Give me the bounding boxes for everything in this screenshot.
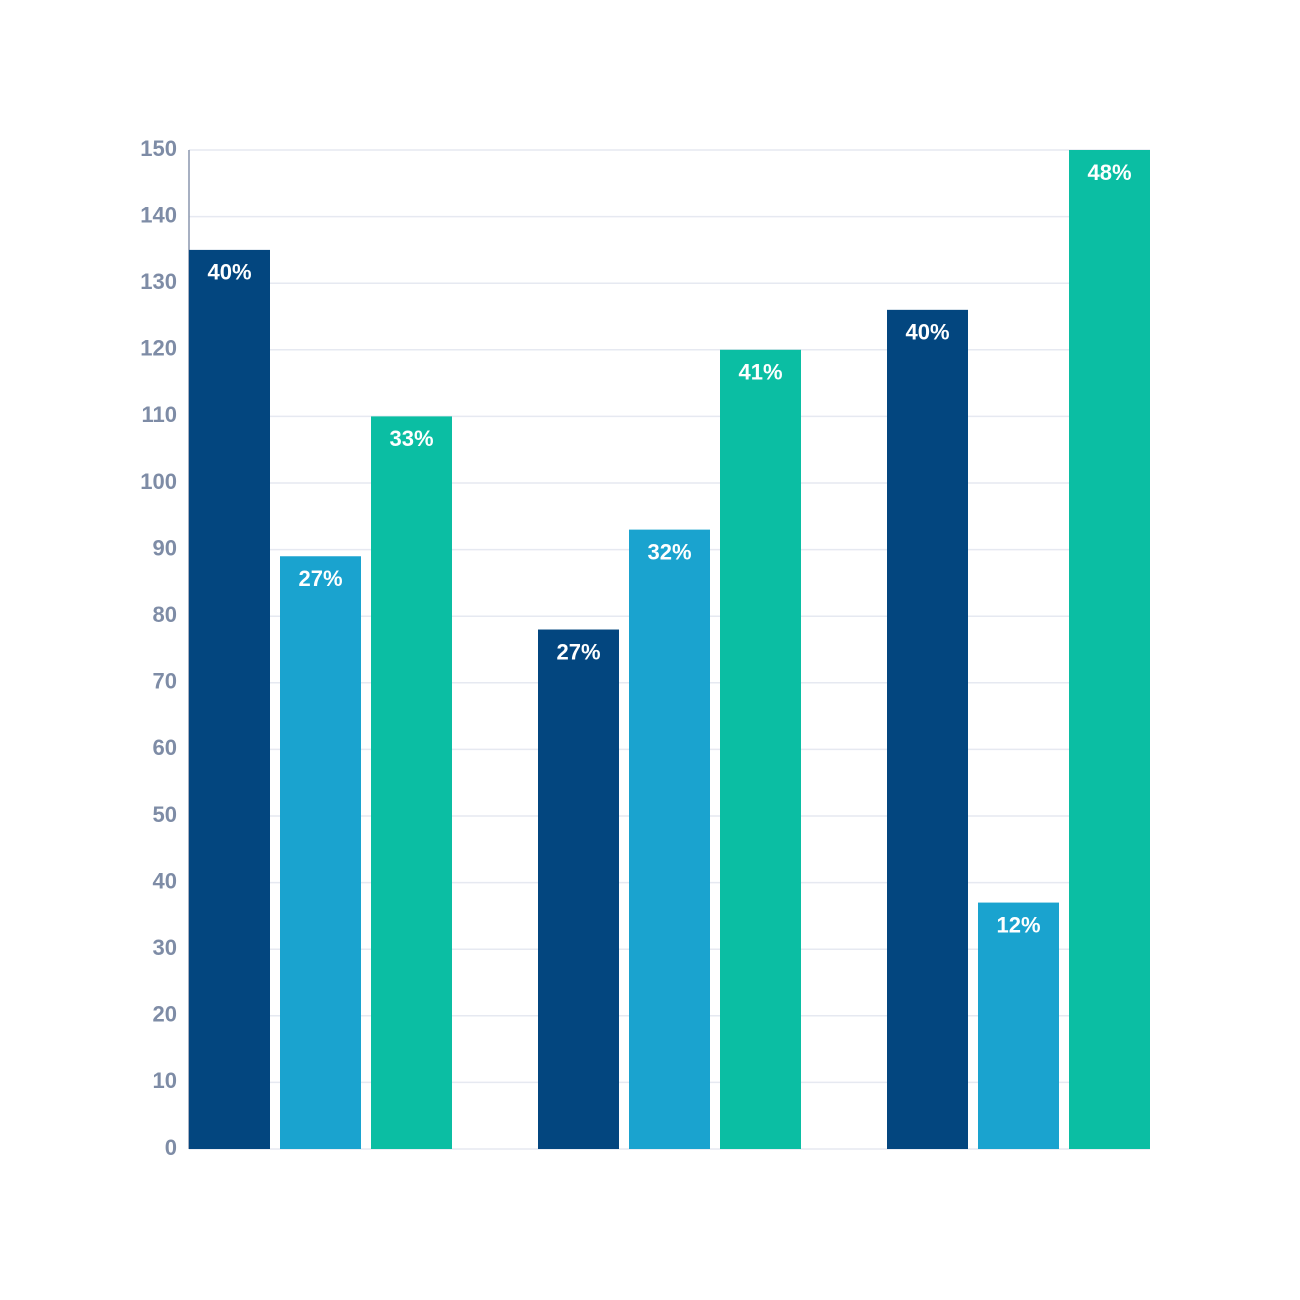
y-tick-label: 40 <box>153 868 177 893</box>
y-tick-label: 0 <box>165 1135 177 1160</box>
data-label: 32% <box>647 539 691 564</box>
y-tick-label: 50 <box>153 802 177 827</box>
data-label: 41% <box>738 360 782 385</box>
data-label: 40% <box>207 260 251 285</box>
y-tick-label: 10 <box>153 1068 177 1093</box>
data-label: 40% <box>905 320 949 345</box>
data-label: 27% <box>298 566 342 591</box>
bar <box>280 556 361 1149</box>
y-tick-label: 90 <box>153 535 177 560</box>
bar <box>189 249 270 1149</box>
y-tick-label: 70 <box>153 669 177 694</box>
y-tick-label: 110 <box>142 402 178 427</box>
y-tick-label: 100 <box>140 469 177 494</box>
y-tick-label: 150 <box>140 136 177 161</box>
bar <box>538 629 619 1149</box>
bar <box>1069 150 1150 1149</box>
bar <box>720 349 801 1149</box>
bar <box>887 309 968 1150</box>
y-tick-label: 140 <box>140 202 177 227</box>
y-tick-label: 60 <box>153 735 177 760</box>
y-tick-label: 80 <box>153 602 177 627</box>
data-label: 27% <box>556 639 600 664</box>
bar <box>371 416 452 1149</box>
y-tick-label: 30 <box>153 935 177 960</box>
data-label: 48% <box>1087 160 1131 185</box>
bar <box>629 529 710 1149</box>
bar <box>978 902 1059 1149</box>
y-tick-label: 120 <box>140 336 177 361</box>
y-tick-label: 130 <box>140 269 177 294</box>
data-label: 12% <box>996 912 1040 937</box>
y-tick-label: 20 <box>153 1002 177 1027</box>
data-label: 33% <box>389 426 433 451</box>
